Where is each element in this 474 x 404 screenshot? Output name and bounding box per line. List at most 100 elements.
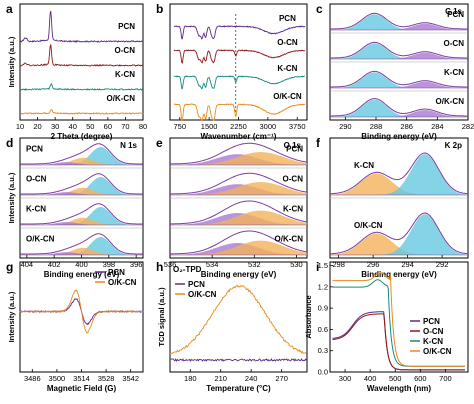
panel-h-title: O₂-TPD bbox=[173, 265, 202, 274]
x-tick-label: 30 bbox=[51, 122, 59, 131]
panel-a-letter: a bbox=[6, 2, 13, 16]
xps-peak-fill bbox=[330, 81, 468, 88]
xps-peak-fill bbox=[330, 72, 468, 88]
xps-peak-fill bbox=[20, 252, 143, 255]
x-tick-label: 2250 bbox=[230, 122, 247, 131]
panel-i-letter: i bbox=[316, 260, 319, 274]
panel-f-letter: f bbox=[316, 136, 321, 150]
xps-peak-fill bbox=[170, 240, 307, 255]
series-label: O-CN bbox=[444, 39, 465, 48]
ftir-line bbox=[173, 25, 306, 40]
x-tick-label: 10 bbox=[16, 122, 24, 131]
series-label: O-CN bbox=[283, 175, 304, 184]
legend-label: O/K-CN bbox=[188, 290, 217, 299]
xps-peak-fill bbox=[330, 233, 468, 255]
xps-peak-fill bbox=[20, 237, 143, 255]
legend-label: PCN bbox=[108, 268, 125, 277]
xps-peak-fill bbox=[330, 214, 468, 255]
xps-envelope bbox=[329, 152, 468, 195]
series-label: O/K-CN bbox=[354, 221, 383, 230]
xrd-o-cn-line bbox=[20, 44, 144, 67]
xps-envelope bbox=[330, 98, 468, 117]
xps-peak-fill bbox=[20, 162, 143, 165]
panel-a: a PCN O-CN K-CN O/K-CN 10 20 30 40 50 60 70 80 2 Thet… bbox=[6, 2, 147, 141]
panel-i-frame bbox=[329, 261, 469, 373]
x-tick-label: 270 bbox=[275, 374, 288, 383]
xps-peak-fill bbox=[20, 222, 143, 225]
x-tick-label: 3514 bbox=[73, 374, 90, 383]
series-label: O-CN bbox=[26, 175, 47, 184]
legend-label: K-CN bbox=[423, 337, 443, 346]
xps-peak-fill bbox=[330, 23, 468, 30]
y-axis-label: Intensity (a.u.) bbox=[7, 172, 16, 223]
y-tick-label: 1.2 bbox=[318, 282, 328, 291]
epr-line bbox=[19, 289, 144, 334]
series-label: K-CN bbox=[115, 70, 135, 79]
panel-h-frame bbox=[169, 261, 308, 373]
ftir-line bbox=[173, 103, 306, 122]
xps-peak-fill bbox=[20, 247, 143, 255]
x-axis-label: Binding energy (eV) bbox=[361, 132, 437, 141]
xps-peak-fill bbox=[330, 173, 468, 195]
series-label: O/K-CN bbox=[26, 235, 55, 244]
x-axis-label: 2 Theta (degree) bbox=[51, 132, 113, 141]
x-tick-label: 288 bbox=[370, 122, 383, 131]
xps-peak-fill bbox=[20, 187, 143, 195]
y-axis-label: Intensity (a.u.) bbox=[7, 36, 16, 87]
xps-envelope bbox=[20, 143, 143, 165]
tpd-pcn-line bbox=[170, 357, 307, 363]
y-tick-label: 0.3 bbox=[318, 346, 328, 355]
xps-title: N 1s bbox=[120, 141, 137, 150]
xrd-pcn-line bbox=[20, 10, 144, 44]
x-axis-label: Binding energy (eV) bbox=[44, 270, 120, 279]
x-tick-label: 210 bbox=[214, 374, 227, 383]
tpd-okcn-line bbox=[169, 284, 307, 355]
xps-peak-fill bbox=[20, 217, 143, 225]
xps-peak-fill bbox=[20, 147, 143, 165]
uv-line bbox=[332, 272, 465, 367]
xps-envelope bbox=[170, 142, 308, 165]
x-tick-label: 40 bbox=[69, 122, 77, 131]
x-tick-label: 3750 bbox=[289, 122, 306, 131]
series-label: PCN bbox=[26, 145, 43, 154]
series-label: K-CN bbox=[444, 68, 464, 77]
series-label: PCN bbox=[279, 14, 296, 23]
xps-title: O 1s bbox=[284, 141, 302, 150]
xps-peak-fill bbox=[170, 152, 307, 165]
y-tick-label: 1.5 bbox=[318, 261, 328, 270]
xps-envelope bbox=[330, 12, 468, 30]
x-tick-label: 402 bbox=[48, 260, 61, 269]
xps-peak-fill bbox=[170, 210, 307, 225]
legend-label: PCN bbox=[423, 317, 440, 326]
xps-envelope bbox=[330, 70, 468, 88]
x-tick-label: 290 bbox=[339, 122, 352, 131]
series-label: K-CN bbox=[283, 205, 303, 214]
x-axis-label: Temperature (°C) bbox=[206, 384, 271, 393]
x-tick-label: 750 bbox=[174, 122, 187, 131]
xps-envelope bbox=[329, 212, 468, 255]
xps-title: K 2p bbox=[445, 141, 462, 150]
series-label: O/K-CN bbox=[107, 94, 136, 103]
x-tick-label: 400 bbox=[364, 374, 377, 383]
panel-b: b PCN O-CN K-CN O/K-CN 750 1500 2250 3000 3750 Wav… bbox=[156, 2, 308, 141]
y-tick-label: 0.6 bbox=[318, 325, 328, 334]
xps-envelope bbox=[170, 200, 308, 225]
x-tick-label: 286 bbox=[400, 122, 413, 131]
x-tick-label: 404 bbox=[21, 260, 34, 269]
x-tick-label: 700 bbox=[439, 374, 452, 383]
xps-envelope bbox=[20, 203, 143, 225]
panel-c-letter: c bbox=[316, 2, 323, 16]
xps-envelope bbox=[170, 172, 308, 195]
y-axis-label: TCD signal (a.u.) bbox=[157, 287, 166, 347]
xps-peak-fill bbox=[170, 182, 307, 195]
series-label: O/K-CN bbox=[273, 92, 302, 101]
y-tick-label: 0.9 bbox=[318, 304, 328, 313]
uv-line bbox=[332, 313, 465, 371]
xps-envelope bbox=[20, 173, 143, 195]
xps-peak-fill bbox=[330, 99, 468, 117]
series-label: O/K-CN bbox=[275, 235, 304, 244]
